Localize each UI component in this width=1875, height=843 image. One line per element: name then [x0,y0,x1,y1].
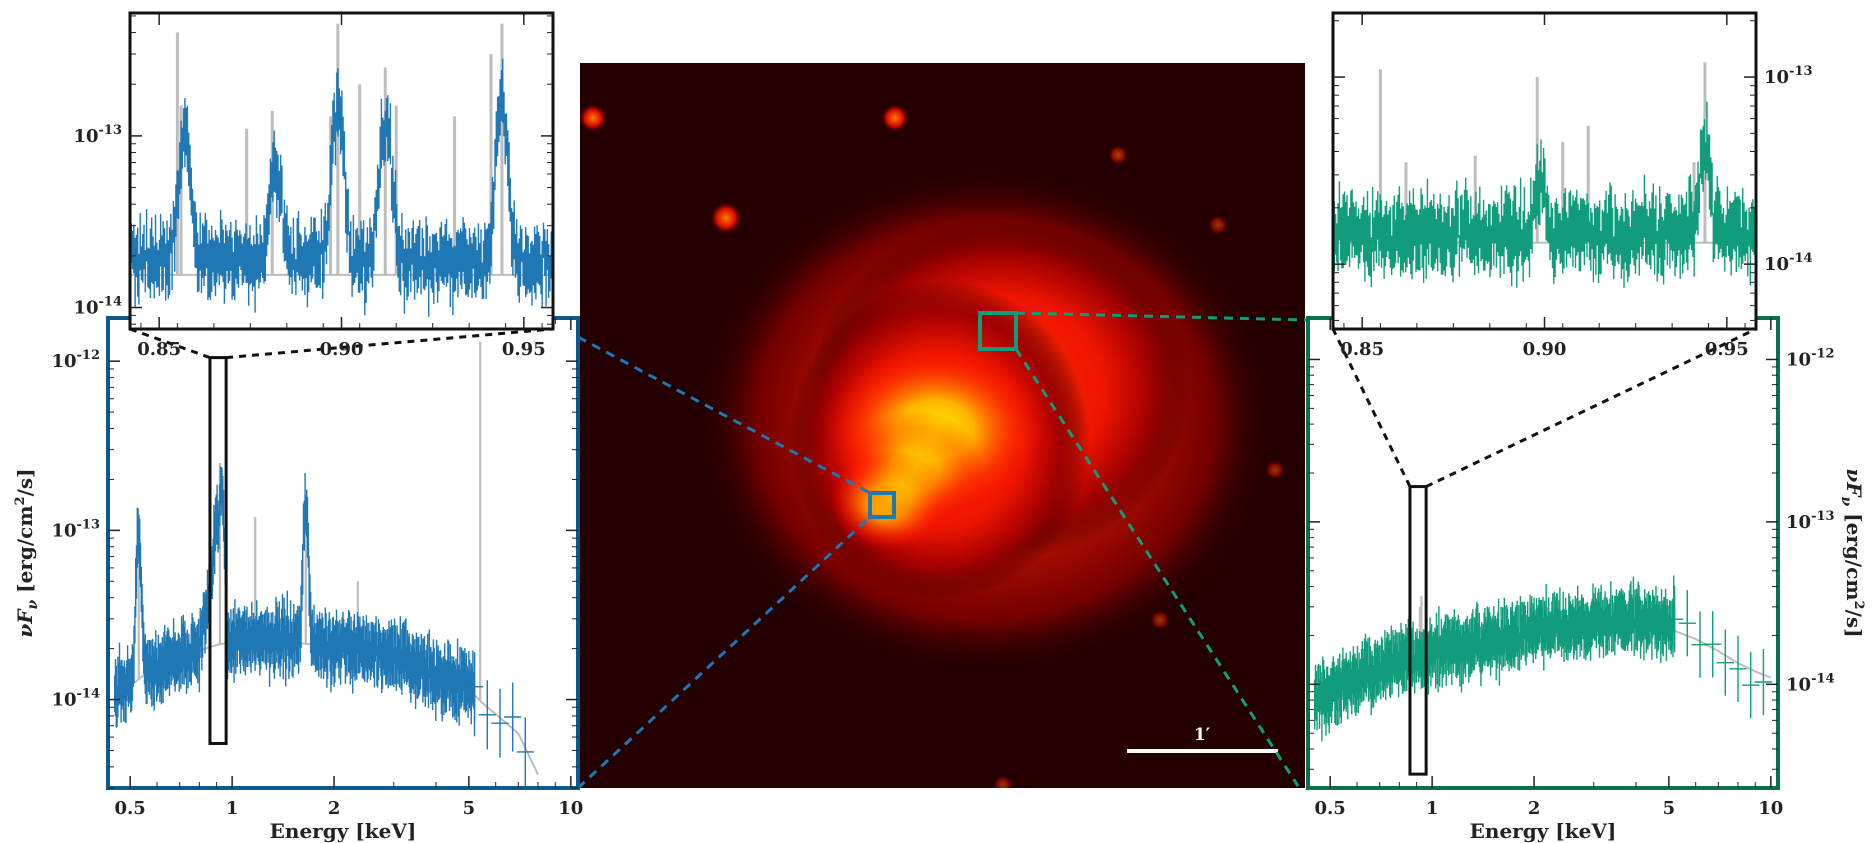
data-point [1716,629,1734,696]
y-tick-label: 10-13 [1786,509,1835,533]
x-tick-label: 0.95 [502,339,546,360]
y-tick-label: 10-14 [1764,251,1813,275]
left-x-axis-title: Energy [keV] [270,819,417,843]
x-tick-label: 0.5 [115,798,146,819]
zoom-connector [1331,328,1412,488]
x-tick-label: 0.85 [137,339,181,360]
x-tick-label: 10 [558,798,583,819]
right-y-axis-title: νFν [erg/cm2/s] [1838,468,1866,637]
scale-bar-label: 1′ [1194,725,1211,745]
data-error-bars [130,58,553,317]
y-tick-label: 10-13 [1764,64,1813,88]
x-tick-label: 0.90 [1523,339,1567,360]
y-tick-label: 10-14 [51,687,100,711]
data-point [478,680,496,750]
zoom-box [1408,485,1428,776]
y-tick-label: 10-13 [73,123,122,147]
xray-image [580,63,1305,788]
left-inset-panel: 0.85 0.90 0.95 10-14 10-13 [73,11,555,360]
data-point [504,682,522,752]
data-error-bars [1314,575,1676,742]
x-tick-label: 5 [1663,798,1676,819]
data-point [1666,586,1684,653]
y-tick-label: 10-14 [1786,671,1835,695]
green-region-box [978,311,1018,351]
right-spectrum-panel: 0.5 1 2 5 10 10-14 10-13 10-12 Energy [keV] νFν… [1306,316,1866,843]
y-tick-label: 10-12 [51,348,100,372]
x-tick-label: 2 [1528,798,1541,819]
region-connectors [576,311,1309,790]
data-error-bars [1333,101,1756,288]
data-series [114,466,534,787]
data-point [1704,611,1722,678]
zoom-box [208,356,228,745]
data-point [1729,635,1747,702]
data-point [466,652,484,722]
left-y-axis-title: νFν [erg/cm2/s] [13,468,41,637]
left-spectrum-panel: 0.5 1 2 5 10 10-14 10-13 10-12 Energy [keV] νFν… [13,316,583,843]
right-inset-panel: 0.85 0.90 0.95 10-14 10-13 [1331,11,1813,360]
x-tick-label: 0.90 [320,339,364,360]
x-tick-label: 2 [328,798,341,819]
data-point [1742,652,1760,719]
x-tick-label: 10 [1758,798,1783,819]
data-point [516,717,534,787]
x-tick-label: 1 [1426,798,1439,819]
y-tick-label: 10-14 [73,295,122,319]
zoom-connector [226,327,554,360]
data-error-bars [114,466,476,737]
y-tick-label: 10-12 [1786,346,1835,370]
data-point [1754,648,1772,716]
x-tick-label: 0.95 [1705,339,1749,360]
blue-region-box [868,491,896,519]
y-tick-label: 10-13 [51,517,100,541]
x-tick-label: 5 [463,798,476,819]
x-tick-label: 1 [226,798,239,819]
x-tick-label: 0.5 [1315,798,1346,819]
zoom-connector [129,327,211,360]
data-series [1314,575,1772,742]
zoom-connector [1425,327,1757,488]
scale-bar: 1′ [1127,725,1278,753]
data-point [1678,590,1696,657]
zoom-connectors [129,327,1757,488]
right-x-axis-title: Energy [keV] [1470,819,1617,843]
x-tick-label: 0.85 [1340,339,1384,360]
data-point [491,688,509,758]
